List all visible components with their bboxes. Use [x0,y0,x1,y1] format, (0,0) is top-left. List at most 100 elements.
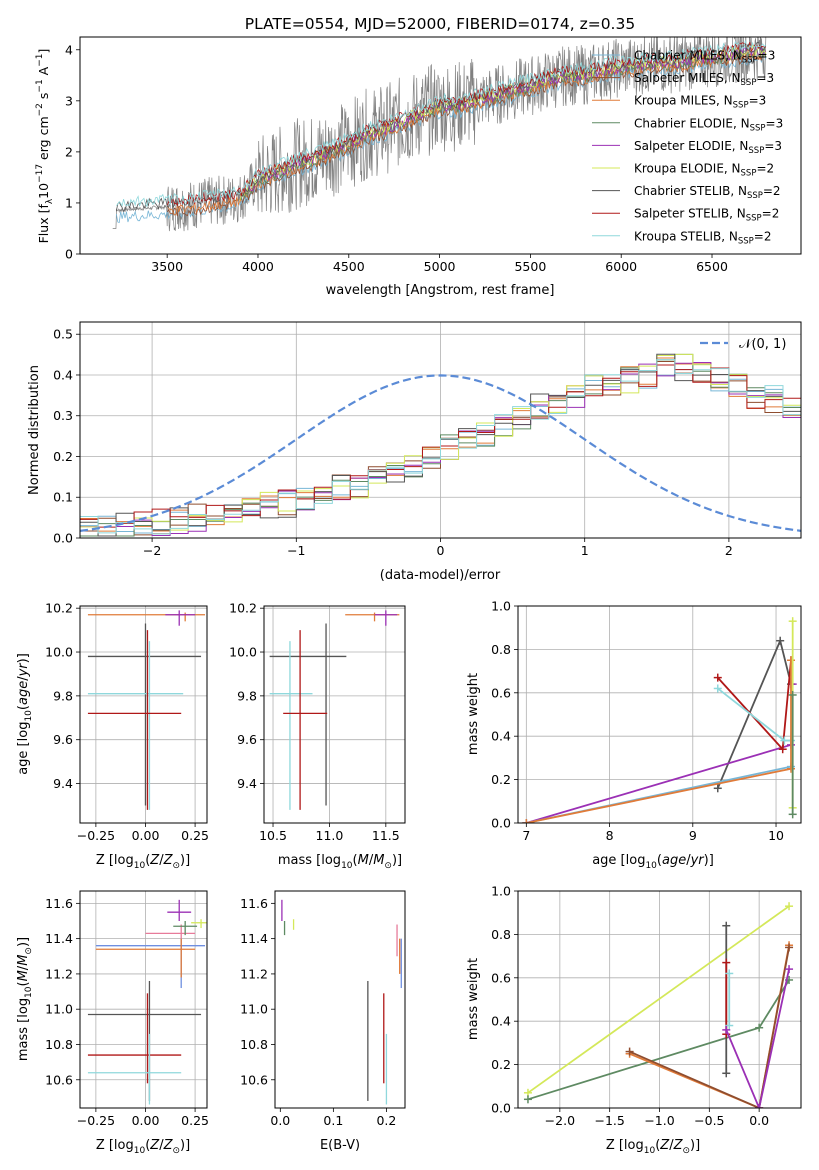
y-tick-label: 4 [65,42,73,57]
y-tick-label: 11.2 [240,966,268,981]
residuals-xlabel: (data-model)/error [380,568,501,583]
legend-label-kroupa-stelib: Kroupa STELIB, NSSP=2 [634,229,772,246]
figure-title: PLATE=0554, MJD=52000, FIBERID=0174, z=0… [245,15,635,33]
legend-suffix: =2 [754,229,772,243]
y-tick-label: 10.2 [229,601,257,616]
legend-label-salpeter-stelib: Salpeter STELIB, NSSP=2 [634,207,779,224]
plot-content [87,899,207,1105]
z-mass-xlabel: Z [log10(Z/Z⊙)] [96,1138,190,1156]
y-tick-label: 9.6 [237,732,257,747]
y-tick-label: 11.0 [45,1002,73,1017]
y-tick-label: 1.0 [491,884,511,899]
y-tick-label: 10.0 [229,645,257,660]
x-tick-label: −2.0 [545,1113,575,1128]
y-tick-label: 0.4 [53,367,73,382]
chabrier-miles-histogram [80,364,801,538]
x-tick-label: −2 [143,543,161,558]
kroupa-stelib-histogram [80,359,801,538]
x-tick-label: 0.0 [270,1113,290,1128]
salpeter-stelib-model-line [166,42,766,206]
y-tick-label: 0.1 [53,490,73,505]
y-tick-label: 10.6 [240,1072,268,1087]
z-age-xlabel: Z [log10(Z/Z⊙)] [96,853,190,871]
x-tick-label: 0.0 [749,1113,769,1128]
axes-frame [517,605,802,824]
plot-content [523,902,794,1108]
axes-frame [263,605,406,824]
legend-subscript: SSP [750,123,766,133]
y-tick-label: 0.3 [53,408,73,423]
legend-label-kroupa-miles: Kroupa MILES, NSSP=3 [634,94,766,111]
y-tick-label: 9.8 [237,688,257,703]
spectrum-panel: 3500 4000 4500 5000 5500 6000 6500 0 1 2 3 4 Chabrie… [35,36,802,298]
y-tick-label: 2 [65,144,73,159]
y-tick-label: 0.5 [53,327,73,342]
legend-suffix: =3 [749,94,767,108]
y-tick-label: 0.4 [491,1014,511,1029]
salpeter-stelib-histogram [80,364,801,538]
ebv-mass-xlabel: E(B-V) [320,1138,360,1153]
normal-curve [80,374,801,532]
y-tick-label: 10.6 [45,1072,73,1087]
age-weight-ylabel: mass weight [466,673,481,755]
residuals-panel: −2 −1 0 1 2 0.0 0.1 0.2 0.3 0.4 0.5 𝒩(0, 1) (data-m… [27,321,802,583]
chabrier-elodie-weight-line [527,979,790,1101]
salpeter-elodie-histogram [80,362,801,538]
y-tick-label: 11.2 [45,966,73,981]
legend-suffix: =2 [756,162,774,176]
y-tick-label: 9.6 [53,732,73,747]
mass-age-panel: 10.5 11.0 11.5 9.4 9.6 9.8 10.0 10.2 mass [log1… [229,601,406,871]
legend-label-chabrier-miles: Chabrier MILES, NSSP=3 [634,49,775,66]
z-weight-panel: −2.0 −1.5 −1.0 −0.5 0.0 0.0 0.2 0.4 0.6 0.8 1.0 Z … [466,884,802,1156]
legend-label-salpeter-miles: Salpeter MILES, NSSP=3 [634,71,774,88]
spectrum-ylabel: Flux [fλ10−17 erg cm−2 s−1 A−1] [35,49,55,244]
y-tick-label: 0.8 [491,642,511,657]
y-tick-label: 0.2 [491,1057,511,1072]
x-tick-label: 9 [689,828,697,843]
legend-subscript: SSP [741,78,757,88]
x-tick-label: 0.00 [132,1113,160,1128]
plot-content [281,899,402,1105]
x-tick-label: −1.0 [644,1113,674,1128]
y-tick-label: 0.6 [491,685,511,700]
legend-suffix: =3 [766,116,784,130]
y-tick-label: 9.4 [237,776,257,791]
plot-content [80,353,801,538]
y-tick-label: 11.6 [240,896,268,911]
x-tick-label: 7 [522,828,530,843]
x-tick-label: 4000 [242,259,274,274]
y-tick-label: 1.0 [491,599,511,614]
x-tick-label: −0.25 [77,828,115,843]
x-tick-label: 8 [606,828,614,843]
x-tick-label: 5500 [514,259,546,274]
x-tick-label: 0.00 [132,828,160,843]
x-tick-label: 3500 [151,259,183,274]
x-tick-label: −1 [287,543,305,558]
z-age-ylabel: age [log10(age/yr)] [16,653,34,775]
plot-content [269,610,400,810]
residuals-legend: 𝒩(0, 1) [700,337,786,352]
y-tick-label: 0.0 [53,531,73,546]
y-tick-label: 11.4 [45,931,73,946]
x-tick-label: 10.5 [259,828,287,843]
plot-content [522,617,797,823]
x-tick-label: 0.25 [181,1113,209,1128]
y-tick-label: 11.4 [240,931,268,946]
y-tick-label: 0.8 [491,927,511,942]
legend-subscript: SSP [741,169,757,179]
z-mass-panel: −0.25 0.00 0.25 10.6 10.8 11.0 11.2 11.4 11.6 Z … [16,890,209,1156]
age-weight-xlabel: age [log10(age/yr)] [592,853,714,871]
z-weight-ylabel: mass weight [466,958,481,1040]
x-tick-label: 2 [725,543,733,558]
legend-suffix: =2 [762,207,780,221]
kroupa-miles-histogram [80,357,801,538]
y-tick-label: 0.0 [491,816,511,831]
x-tick-label: 4500 [333,259,365,274]
x-tick-label: 0.25 [181,828,209,843]
axes-frame [79,36,802,255]
kroupa-elodie-weight-line [527,905,790,1094]
legend-suffix: =3 [756,71,774,85]
salpeter-elodie-model-line [239,44,767,199]
legend-suffix: =3 [758,49,776,63]
kroupa-miles-weight-line [526,660,792,823]
